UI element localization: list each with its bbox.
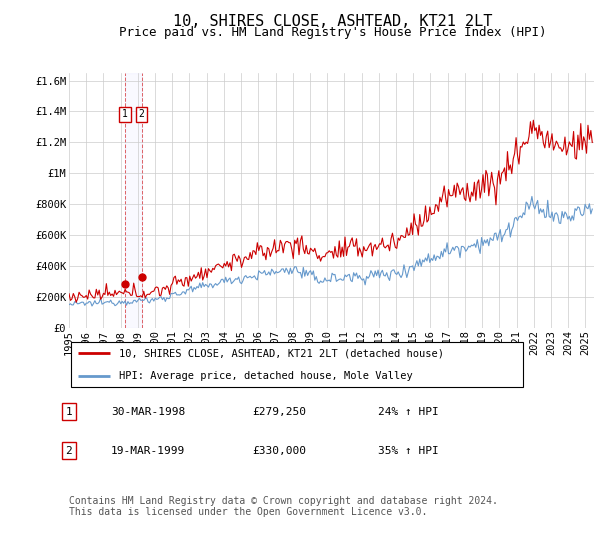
Text: 1: 1 (122, 110, 128, 119)
Bar (125, 73, 142, 328)
Text: 30-MAR-1998: 30-MAR-1998 (111, 407, 185, 417)
Text: 19-MAR-1999: 19-MAR-1999 (111, 446, 185, 456)
Text: 24% ↑ HPI: 24% ↑ HPI (378, 407, 439, 417)
Text: 1: 1 (65, 407, 73, 417)
Text: 10, SHIRES CLOSE, ASHTEAD, KT21 2LT (detached house): 10, SHIRES CLOSE, ASHTEAD, KT21 2LT (det… (119, 348, 444, 358)
Text: HPI: Average price, detached house, Mole Valley: HPI: Average price, detached house, Mole… (119, 371, 413, 381)
Text: Contains HM Land Registry data © Crown copyright and database right 2024.
This d: Contains HM Land Registry data © Crown c… (69, 496, 498, 517)
Text: 2: 2 (139, 110, 145, 119)
Text: 2: 2 (65, 446, 73, 456)
Text: £330,000: £330,000 (252, 446, 306, 456)
Text: 35% ↑ HPI: 35% ↑ HPI (378, 446, 439, 456)
FancyBboxPatch shape (71, 342, 523, 387)
Text: Price paid vs. HM Land Registry's House Price Index (HPI): Price paid vs. HM Land Registry's House … (119, 26, 547, 39)
Text: £279,250: £279,250 (252, 407, 306, 417)
Text: 10, SHIRES CLOSE, ASHTEAD, KT21 2LT: 10, SHIRES CLOSE, ASHTEAD, KT21 2LT (173, 14, 493, 29)
